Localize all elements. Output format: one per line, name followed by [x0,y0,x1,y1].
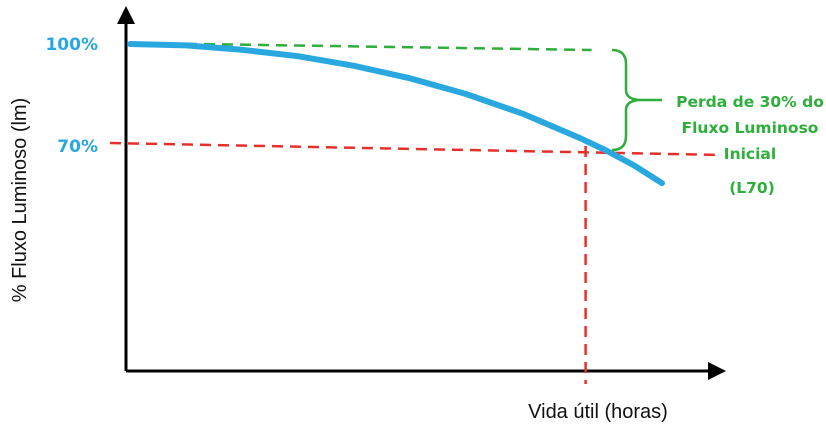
x-axis-arrow [708,362,726,380]
y-axis-arrow [117,6,135,24]
l70-annotation: (L70) [729,179,775,197]
loss-annotation-line-1: Perda de 30% do [676,93,824,111]
y-axis-label: % Fluxo Luminoso (lm) [9,98,31,303]
loss-annotation-line-2: Fluxo Luminoso [682,119,819,137]
loss-brace [611,48,662,152]
y-tick-label-100: 100% [45,35,98,55]
series-line [127,41,665,187]
x-axis-label: Vida útil (horas) [528,401,668,423]
threshold-horizontal-line [109,141,723,157]
y-tick-label-70: 70% [57,137,98,157]
loss-annotation-line-3: Inicial [724,145,776,163]
